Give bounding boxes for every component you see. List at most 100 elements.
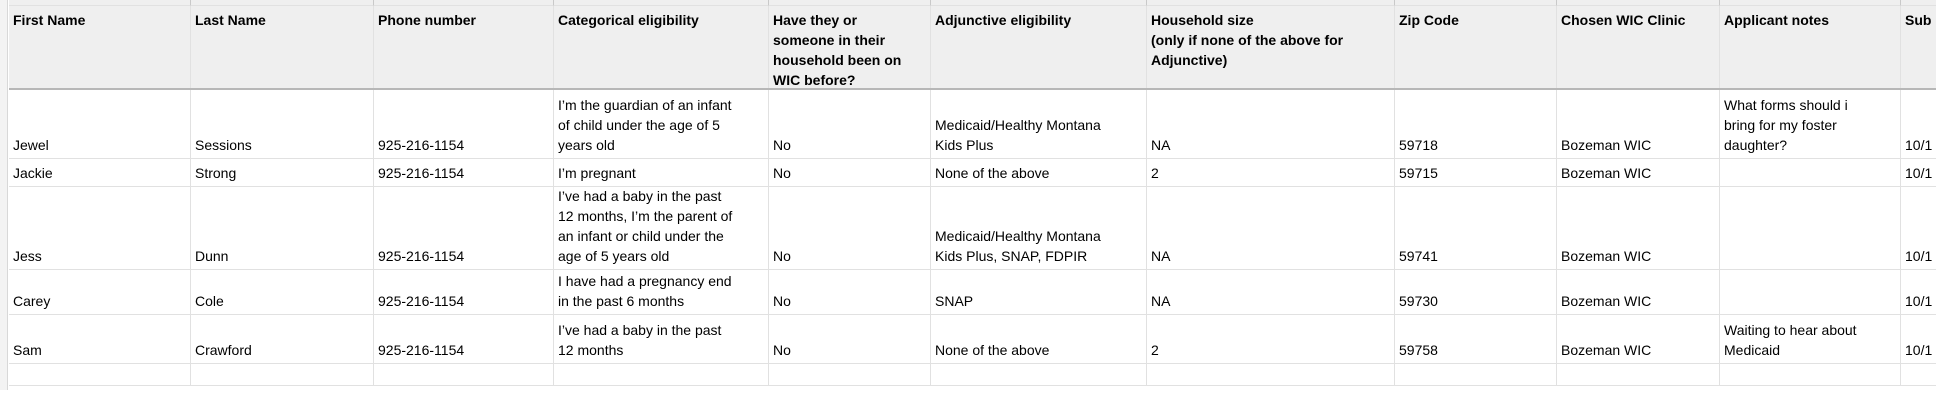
- cell-household_size[interactable]: NA: [1147, 187, 1395, 270]
- cell-notes[interactable]: [1720, 364, 1901, 386]
- cell-phone[interactable]: 925-216-1154: [374, 315, 554, 364]
- clipped-cell-submitted[interactable]: [1901, 0, 1936, 6]
- cell-categorical[interactable]: [554, 364, 769, 386]
- cell-phone[interactable]: 925-216-1154: [374, 270, 554, 315]
- clipped-cell-household_size[interactable]: [1147, 0, 1395, 6]
- cell-wic_before[interactable]: No: [769, 159, 931, 187]
- cell-adjunctive[interactable]: None of the above: [931, 315, 1147, 364]
- cell-zip[interactable]: 59715: [1395, 159, 1557, 187]
- cell-adjunctive[interactable]: SNAP: [931, 270, 1147, 315]
- cell-categorical[interactable]: I’m the guardian of an infant of child u…: [554, 90, 769, 159]
- cell-wic_before[interactable]: No: [769, 187, 931, 270]
- cell-wic_before[interactable]: No: [769, 270, 931, 315]
- cell-zip[interactable]: [1395, 364, 1557, 386]
- header-row: First Name Last Name Phone number Catego…: [9, 6, 1936, 90]
- cell-zip[interactable]: 59758: [1395, 315, 1557, 364]
- cell-first_name[interactable]: Jackie: [9, 159, 191, 187]
- cell-text: Jackie: [13, 165, 53, 181]
- cell-phone[interactable]: 925-216-1154: [374, 90, 554, 159]
- cell-household_size[interactable]: [1147, 364, 1395, 386]
- cell-clinic[interactable]: Bozeman WIC: [1557, 159, 1720, 187]
- cell-clinic[interactable]: [1557, 364, 1720, 386]
- cell-last_name[interactable]: Cole: [191, 270, 374, 315]
- cell-submitted[interactable]: 10/1: [1901, 90, 1936, 159]
- cell-last_name[interactable]: Strong: [191, 159, 374, 187]
- cell-notes[interactable]: [1720, 270, 1901, 315]
- cell-phone[interactable]: 925-216-1154: [374, 159, 554, 187]
- cell-household_size[interactable]: NA: [1147, 270, 1395, 315]
- cell-adjunctive[interactable]: [931, 364, 1147, 386]
- cell-text: Bozeman WIC: [1561, 293, 1652, 309]
- cell-adjunctive[interactable]: None of the above: [931, 159, 1147, 187]
- cell-submitted[interactable]: 10/1: [1901, 270, 1936, 315]
- cell-notes[interactable]: [1720, 187, 1901, 270]
- cell-wic_before[interactable]: [769, 364, 931, 386]
- cell-categorical[interactable]: I have had a pregnancy end in the past 6…: [554, 270, 769, 315]
- cell-last_name[interactable]: Crawford: [191, 315, 374, 364]
- cell-categorical[interactable]: I’ve had a baby in the past 12 months: [554, 315, 769, 364]
- cell-phone[interactable]: [374, 364, 554, 386]
- cell-last_name[interactable]: [191, 364, 374, 386]
- cell-clinic[interactable]: Bozeman WIC: [1557, 90, 1720, 159]
- column-header-first-name[interactable]: First Name: [9, 6, 191, 88]
- cell-zip[interactable]: 59741: [1395, 187, 1557, 270]
- cell-first_name[interactable]: Jewel: [9, 90, 191, 159]
- cell-text: I have had a pregnancy end in the past 6…: [558, 273, 732, 309]
- cell-household_size[interactable]: NA: [1147, 90, 1395, 159]
- column-header-phone-number[interactable]: Phone number: [374, 6, 554, 88]
- cell-last_name[interactable]: Sessions: [191, 90, 374, 159]
- cell-wic_before[interactable]: No: [769, 315, 931, 364]
- cell-notes[interactable]: Waiting to hear about Medicaid: [1720, 315, 1901, 364]
- cell-text: 59758: [1399, 342, 1438, 358]
- cell-notes[interactable]: What forms should i bring for my foster …: [1720, 90, 1901, 159]
- cell-adjunctive[interactable]: Medicaid/Healthy Montana Kids Plus, SNAP…: [931, 187, 1147, 270]
- column-header-wic-clinic[interactable]: Chosen WIC Clinic: [1557, 6, 1720, 88]
- clipped-cell-first_name[interactable]: [9, 0, 191, 6]
- cell-notes[interactable]: [1720, 159, 1901, 187]
- cell-text: No: [773, 293, 791, 309]
- column-header-categorical[interactable]: Categorical eligibility: [554, 6, 769, 88]
- cell-text: No: [773, 137, 791, 153]
- column-header-zip-code[interactable]: Zip Code: [1395, 6, 1557, 88]
- table-body: Jewel Sessions 925-216-1154 I’m the guardia…: [9, 90, 1936, 386]
- cell-first_name[interactable]: Sam: [9, 315, 191, 364]
- cell-text: Cole: [195, 293, 224, 309]
- cell-zip[interactable]: 59718: [1395, 90, 1557, 159]
- cell-last_name[interactable]: Dunn: [191, 187, 374, 270]
- cell-wic_before[interactable]: No: [769, 90, 931, 159]
- clipped-cell-zip[interactable]: [1395, 0, 1557, 6]
- cell-submitted[interactable]: 10/1: [1901, 187, 1936, 270]
- cell-phone[interactable]: 925-216-1154: [374, 187, 554, 270]
- cell-first_name[interactable]: Carey: [9, 270, 191, 315]
- cell-categorical[interactable]: I’m pregnant: [554, 159, 769, 187]
- cell-text: 925-216-1154: [378, 342, 465, 358]
- column-header-household-size[interactable]: Household size (only if none of the abov…: [1147, 6, 1395, 88]
- cell-submitted[interactable]: [1901, 364, 1936, 386]
- cell-text: Medicaid/Healthy Montana Kids Plus: [935, 117, 1101, 153]
- column-header-last-name[interactable]: Last Name: [191, 6, 374, 88]
- clipped-cell-notes[interactable]: [1720, 0, 1901, 6]
- clipped-cell-last_name[interactable]: [191, 0, 374, 6]
- cell-household_size[interactable]: 2: [1147, 315, 1395, 364]
- cell-first_name[interactable]: [9, 364, 191, 386]
- cell-text: Jewel: [13, 137, 49, 153]
- clipped-cell-wic_before[interactable]: [769, 0, 931, 6]
- clipped-cell-categorical[interactable]: [554, 0, 769, 6]
- cell-zip[interactable]: 59730: [1395, 270, 1557, 315]
- cell-categorical[interactable]: I’ve had a baby in the past 12 months, I…: [554, 187, 769, 270]
- column-header-applicant-notes[interactable]: Applicant notes: [1720, 6, 1901, 88]
- cell-adjunctive[interactable]: Medicaid/Healthy Montana Kids Plus: [931, 90, 1147, 159]
- clipped-cell-phone[interactable]: [374, 0, 554, 6]
- cell-clinic[interactable]: Bozeman WIC: [1557, 315, 1720, 364]
- cell-submitted[interactable]: 10/1: [1901, 315, 1936, 364]
- cell-clinic[interactable]: Bozeman WIC: [1557, 187, 1720, 270]
- cell-household_size[interactable]: 2: [1147, 159, 1395, 187]
- column-header-adjunctive[interactable]: Adjunctive eligibility: [931, 6, 1147, 88]
- cell-clinic[interactable]: Bozeman WIC: [1557, 270, 1720, 315]
- column-header-submitted[interactable]: Sub: [1901, 6, 1936, 88]
- cell-submitted[interactable]: 10/1: [1901, 159, 1936, 187]
- column-header-wic-before[interactable]: Have they or someone in their household …: [769, 6, 931, 88]
- cell-first_name[interactable]: Jess: [9, 187, 191, 270]
- clipped-cell-adjunctive[interactable]: [931, 0, 1147, 6]
- clipped-cell-clinic[interactable]: [1557, 0, 1720, 6]
